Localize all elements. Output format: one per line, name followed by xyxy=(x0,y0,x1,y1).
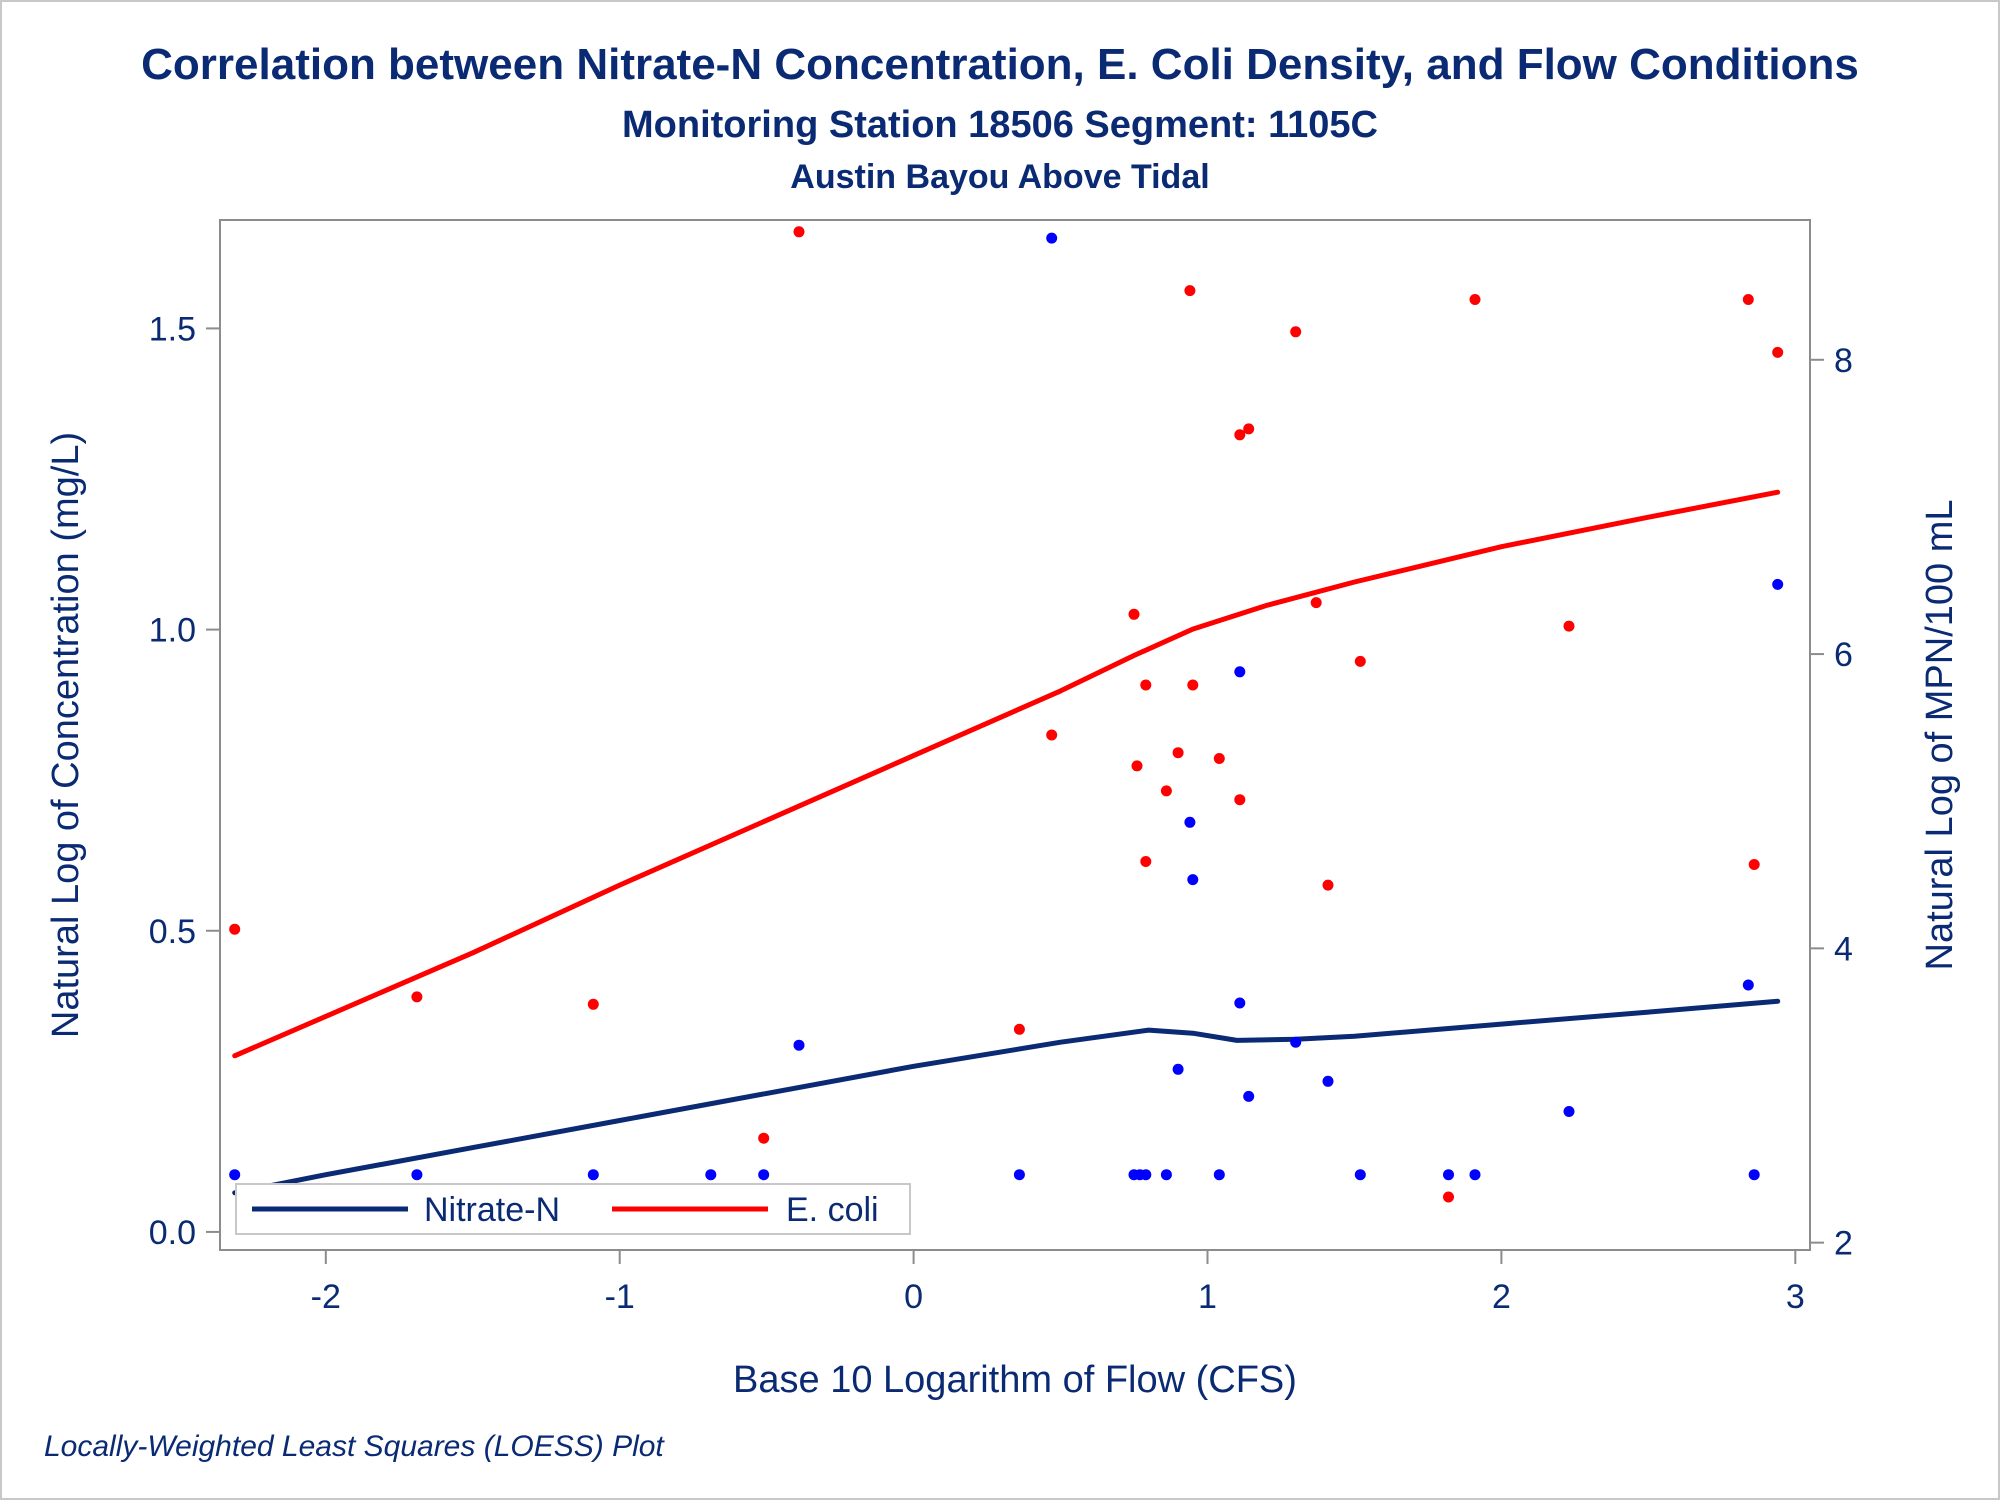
ecoli-data-point xyxy=(1742,294,1754,305)
ecoli-data-point xyxy=(1013,1023,1025,1035)
ecoli-data-point xyxy=(1310,597,1322,609)
chart-subtitle-2: Austin Bayou Above Tidal xyxy=(790,158,1210,196)
y2-tick-label: 6 xyxy=(1834,636,1853,674)
nitrate-data-point xyxy=(793,1039,805,1051)
y-tick-label: 1.0 xyxy=(149,612,196,650)
ecoli-data-point xyxy=(1128,608,1140,620)
nitrate-data-point xyxy=(1322,1075,1334,1087)
plot-area-border xyxy=(219,219,1811,1251)
ecoli-data-point xyxy=(1234,429,1246,441)
nitrate-data-point xyxy=(1234,666,1246,678)
y2-axis-label: Natural Log of MPN/100 mL xyxy=(1919,499,1961,970)
ecoli-data-point xyxy=(411,991,423,1003)
y2-tick-label: 8 xyxy=(1834,342,1853,380)
nitrate-data-point xyxy=(229,1169,241,1181)
ecoli-data-point xyxy=(1213,753,1225,764)
ecoli-data-point xyxy=(587,998,599,1010)
y-axis-label: Natural Log of Concentration (mg/L) xyxy=(45,432,87,1038)
ecoli-data-point xyxy=(1160,785,1172,797)
footnote: Locally-Weighted Least Squares (LOESS) P… xyxy=(44,1430,664,1463)
ecoli-data-point xyxy=(758,1132,770,1144)
ecoli-data-point xyxy=(1184,285,1196,297)
y-tick-label: 1.5 xyxy=(149,310,196,348)
ecoli-data-point xyxy=(1187,679,1199,691)
ecoli-data-point xyxy=(1172,747,1184,759)
nitrate-loess-line xyxy=(232,998,1781,1196)
ecoli-data-point xyxy=(1469,294,1481,305)
legend-label-ecoli: E. coli xyxy=(786,1191,879,1229)
ecoli-data-point xyxy=(1748,859,1760,870)
x-tick-label: 3 xyxy=(1786,1278,1805,1316)
nitrate-data-point xyxy=(1187,874,1199,886)
ecoli-data-point xyxy=(1772,346,1784,358)
nitrate-data-point xyxy=(1742,979,1754,991)
ecoli-data-point xyxy=(1322,879,1334,891)
nitrate-data-point xyxy=(587,1169,599,1181)
nitrate-data-point xyxy=(1290,1036,1302,1048)
nitrate-data-point xyxy=(1772,578,1784,590)
legend: Nitrate-N E. coli xyxy=(235,1183,911,1235)
x-tick-label: 2 xyxy=(1492,1278,1511,1316)
ecoli-data-point xyxy=(1354,655,1366,667)
nitrate-data-point xyxy=(705,1169,717,1181)
nitrate-data-point xyxy=(1160,1169,1172,1181)
ecoli-data-point xyxy=(793,226,805,238)
ecoli-data-point xyxy=(1290,326,1302,338)
y2-tick-label: 2 xyxy=(1834,1225,1853,1263)
ecoli-loess-line xyxy=(232,489,1781,1059)
y-tick-label: 0.5 xyxy=(149,913,196,951)
nitrate-data-point xyxy=(1234,997,1246,1009)
x-tick-label: -2 xyxy=(311,1278,341,1316)
ecoli-data-point xyxy=(1140,856,1152,867)
nitrate-data-point xyxy=(1140,1169,1152,1181)
ecoli-data-point xyxy=(1243,423,1255,435)
nitrate-data-point xyxy=(758,1169,770,1181)
ecoli-data-point xyxy=(1234,794,1246,806)
y2-tick-label: 4 xyxy=(1834,930,1853,968)
nitrate-data-point xyxy=(1013,1169,1025,1181)
nitrate-data-point xyxy=(1563,1106,1575,1117)
ecoli-data-point xyxy=(1443,1191,1454,1203)
legend-label-nitrate: Nitrate-N xyxy=(424,1191,560,1229)
nitrate-data-point xyxy=(1184,816,1196,828)
y-tick-label: 0.0 xyxy=(149,1214,196,1252)
ecoli-data-point xyxy=(1131,760,1143,772)
nitrate-data-point xyxy=(1046,232,1058,244)
ecoli-data-point xyxy=(1563,620,1575,632)
x-axis-label: Base 10 Logarithm of Flow (CFS) xyxy=(733,1359,1297,1401)
x-tick-label: 1 xyxy=(1198,1278,1217,1316)
nitrate-data-point xyxy=(1469,1169,1481,1181)
nitrate-data-point xyxy=(1748,1169,1760,1181)
x-tick-label: -1 xyxy=(605,1278,635,1316)
ecoli-data-point xyxy=(1140,679,1152,691)
nitrate-data-point xyxy=(1243,1090,1255,1102)
nitrate-data-point xyxy=(1354,1169,1366,1181)
ecoli-data-point xyxy=(229,923,241,935)
x-tick-label: 0 xyxy=(904,1278,923,1316)
chart-subtitle: Monitoring Station 18506 Segment: 1105C xyxy=(622,104,1378,146)
chart-title: Correlation between Nitrate-N Concentrat… xyxy=(141,40,1859,89)
nitrate-data-point xyxy=(411,1169,423,1181)
nitrate-data-point xyxy=(1213,1169,1225,1181)
nitrate-data-point xyxy=(1172,1063,1184,1075)
nitrate-data-point xyxy=(1443,1169,1454,1181)
ecoli-data-point xyxy=(1046,729,1058,741)
